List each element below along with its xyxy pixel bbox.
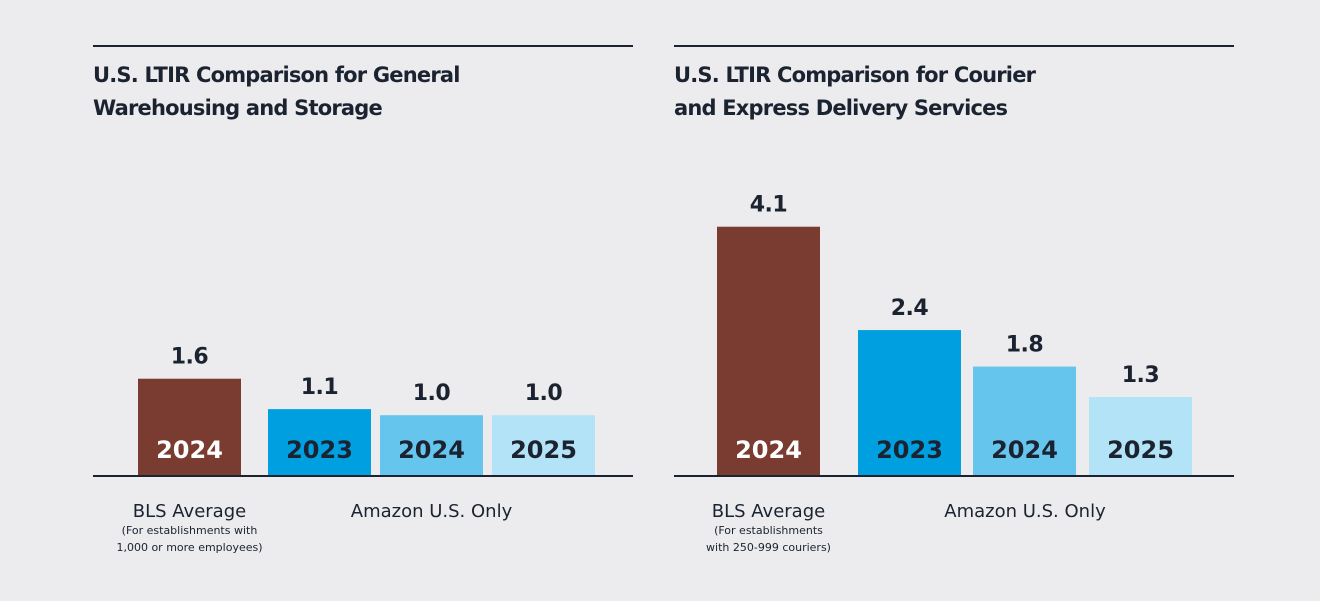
note: (For establishments [714, 524, 823, 537]
bar [492, 415, 595, 476]
bar [717, 226, 820, 476]
value-label: 1.0 [525, 381, 563, 406]
chart-title: Warehousing and Storage [93, 96, 383, 120]
value-label: 1.6 [171, 345, 209, 370]
bar [973, 366, 1076, 476]
bar [1089, 396, 1192, 476]
chart-title: and Express Delivery Services [674, 96, 1008, 120]
chart-title: U.S. LTIR Comparison for Courier [674, 63, 1037, 87]
bar [858, 330, 961, 476]
group-label: Amazon U.S. Only [944, 501, 1106, 522]
bar [380, 415, 483, 476]
note: with 250-999 couriers) [706, 541, 831, 554]
bar-year: 2023 [876, 436, 943, 464]
bar-year: 2024 [156, 436, 223, 464]
chart-title: U.S. LTIR Comparison for General [93, 63, 460, 87]
group-label: Amazon U.S. Only [351, 501, 513, 522]
value-label: 1.0 [413, 381, 451, 406]
value-label: 4.1 [750, 193, 787, 218]
note: (For establishments with [122, 524, 258, 537]
bar-year: 2024 [735, 436, 802, 464]
bar-year: 2025 [510, 436, 577, 464]
value-label: 1.8 [1006, 333, 1043, 358]
value-label: 1.3 [1122, 363, 1159, 388]
bar-year: 2024 [398, 436, 465, 464]
group-label: BLS Average [712, 501, 825, 522]
value-label: 1.1 [301, 375, 338, 400]
note: 1,000 or more employees) [116, 541, 262, 554]
bar [138, 378, 241, 476]
bar-year: 2023 [286, 436, 353, 464]
value-label: 2.4 [891, 296, 929, 321]
bar-year: 2025 [1107, 436, 1174, 464]
bar [268, 409, 371, 476]
bar-year: 2024 [991, 436, 1058, 464]
group-label: BLS Average [133, 501, 246, 522]
